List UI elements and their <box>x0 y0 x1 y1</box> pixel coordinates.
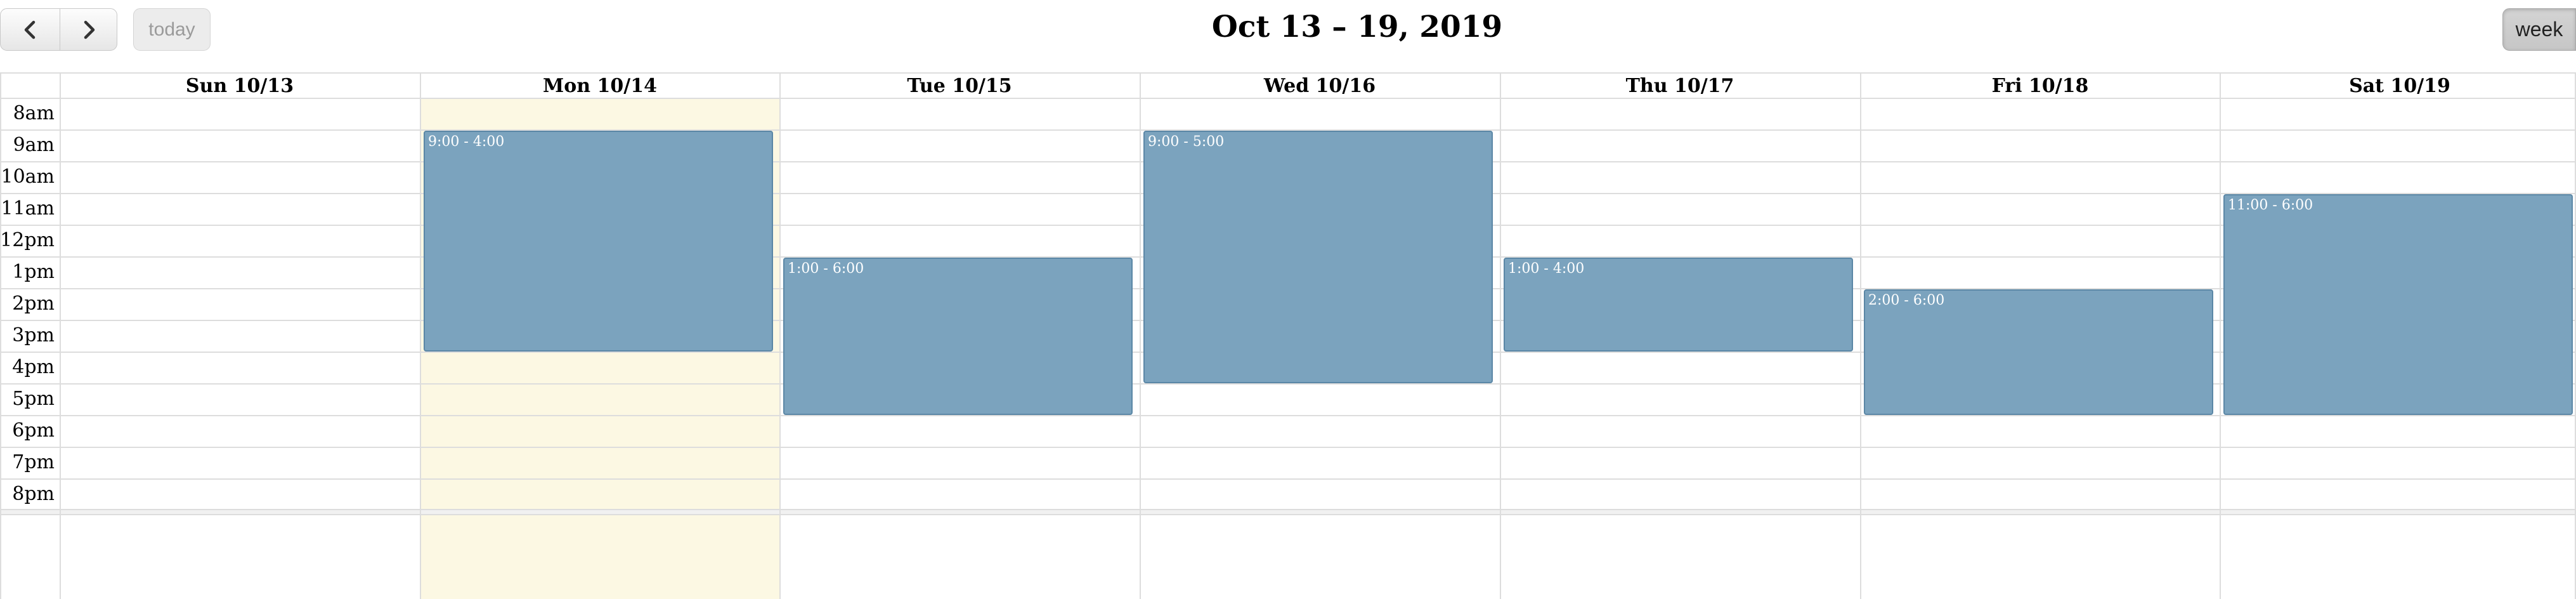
day-header: Tue 10/15 <box>907 75 1012 97</box>
hour-line <box>0 478 2576 480</box>
event-time-label: 2:00 - 6:00 <box>1868 293 1945 308</box>
chevron-right-icon <box>84 20 94 39</box>
time-label: 10am <box>1 166 55 188</box>
time-label: 8pm <box>12 483 55 505</box>
day-header: Mon 10/14 <box>543 75 657 97</box>
time-label: 9am <box>13 134 55 156</box>
event-time-label: 1:00 - 4:00 <box>1508 261 1585 277</box>
week-view-button[interactable]: week <box>2502 8 2576 51</box>
page-title: Oct 13 – 19, 2019 <box>1211 10 1503 44</box>
time-label: 1pm <box>12 261 55 283</box>
column-line <box>1500 72 1501 599</box>
day-header: Sat 10/19 <box>2349 75 2450 97</box>
column-line <box>420 72 421 599</box>
calendar-event[interactable]: 1:00 - 4:00 <box>1504 258 1853 352</box>
time-label: 2pm <box>12 293 55 315</box>
prev-button[interactable] <box>0 8 60 51</box>
column-line <box>2220 72 2221 599</box>
header-bottom-line <box>0 98 2576 99</box>
grid-separator <box>0 509 2576 515</box>
column-line <box>60 72 61 599</box>
hour-line <box>0 415 2576 416</box>
next-button[interactable] <box>60 8 117 51</box>
hour-line <box>0 447 2576 448</box>
time-label: 3pm <box>12 324 55 346</box>
day-header: Sun 10/13 <box>185 75 294 97</box>
calendar-event[interactable]: 9:00 - 5:00 <box>1143 131 1493 383</box>
day-header: Thu 10/17 <box>1625 75 1734 97</box>
time-label: 8am <box>13 102 55 124</box>
grid-top-line <box>0 72 2576 74</box>
time-label: 6pm <box>12 419 55 442</box>
day-header: Wed 10/16 <box>1263 75 1376 97</box>
calendar-event[interactable]: 2:00 - 6:00 <box>1864 289 2213 415</box>
day-header: Fri 10/18 <box>1991 75 2089 97</box>
column-line <box>2575 72 2576 599</box>
column-line <box>1860 72 1861 599</box>
column-line <box>0 72 1 599</box>
time-label: 12pm <box>0 229 55 251</box>
chevron-left-icon <box>24 20 35 39</box>
event-time-label: 9:00 - 5:00 <box>1148 134 1225 150</box>
hour-line <box>0 129 2576 131</box>
column-line <box>779 72 781 599</box>
time-label: 7pm <box>12 451 55 473</box>
column-line <box>1140 72 1141 599</box>
event-time-label: 9:00 - 4:00 <box>428 134 505 150</box>
calendar-event[interactable]: 1:00 - 6:00 <box>783 258 1133 415</box>
calendar-event[interactable]: 11:00 - 6:00 <box>2223 194 2573 415</box>
time-label: 4pm <box>12 356 55 378</box>
event-time-label: 1:00 - 6:00 <box>788 261 864 277</box>
today-button[interactable]: today <box>133 8 211 51</box>
calendar-event[interactable]: 9:00 - 4:00 <box>424 131 773 352</box>
hour-line <box>0 383 2576 385</box>
time-label: 11am <box>1 197 55 220</box>
event-time-label: 11:00 - 6:00 <box>2228 197 2313 213</box>
time-label: 5pm <box>12 388 55 410</box>
